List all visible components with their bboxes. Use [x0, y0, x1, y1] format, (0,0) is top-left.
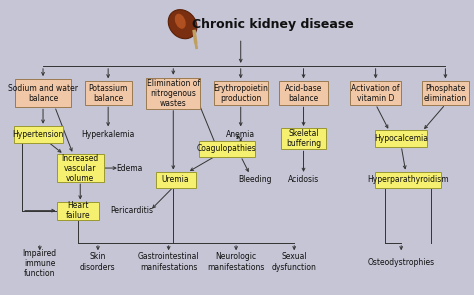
Ellipse shape [168, 10, 197, 39]
Text: Edema: Edema [116, 163, 142, 173]
Text: Hypocalcemia: Hypocalcemia [374, 134, 428, 143]
FancyBboxPatch shape [375, 130, 427, 147]
Text: Acidosis: Acidosis [288, 175, 319, 184]
Text: Impaired
immune
function: Impaired immune function [23, 249, 57, 278]
Text: Hyperkalemia: Hyperkalemia [82, 130, 135, 139]
Text: Activation of
vitamin D: Activation of vitamin D [351, 84, 400, 103]
FancyBboxPatch shape [279, 81, 328, 105]
FancyBboxPatch shape [57, 202, 99, 219]
FancyBboxPatch shape [214, 81, 268, 105]
FancyBboxPatch shape [15, 79, 71, 107]
FancyBboxPatch shape [155, 172, 196, 188]
Text: Skeletal
buffering: Skeletal buffering [286, 129, 321, 148]
Text: Skin
disorders: Skin disorders [80, 253, 116, 271]
Text: Sexual
dysfunction: Sexual dysfunction [272, 253, 317, 271]
FancyBboxPatch shape [85, 81, 132, 105]
Text: Sodium and water
balance: Sodium and water balance [8, 84, 78, 103]
FancyBboxPatch shape [422, 81, 469, 105]
Text: Chronic kidney disease: Chronic kidney disease [192, 18, 354, 31]
Text: Potassium
balance: Potassium balance [89, 84, 128, 103]
Text: Phosphate
elimination: Phosphate elimination [424, 84, 467, 103]
FancyBboxPatch shape [14, 126, 63, 142]
Text: Acid-base
balance: Acid-base balance [285, 84, 322, 103]
Text: Coagulopathies: Coagulopathies [197, 145, 256, 153]
Text: Osteodystrophies: Osteodystrophies [368, 258, 435, 266]
FancyBboxPatch shape [146, 78, 200, 109]
FancyBboxPatch shape [199, 141, 255, 157]
Text: Erythropoietin
production: Erythropoietin production [213, 84, 268, 103]
Text: Hypertension: Hypertension [13, 130, 64, 139]
Text: Bleeding: Bleeding [238, 175, 272, 184]
Text: Pericarditis: Pericarditis [110, 206, 153, 215]
Text: Gastrointestinal
manifestations: Gastrointestinal manifestations [138, 253, 200, 271]
Text: Heart
failure: Heart failure [65, 201, 90, 220]
Ellipse shape [175, 14, 186, 29]
FancyBboxPatch shape [57, 154, 104, 182]
Text: Uremia: Uremia [162, 175, 190, 184]
Text: Anemia: Anemia [226, 130, 255, 139]
FancyBboxPatch shape [281, 128, 326, 149]
FancyBboxPatch shape [350, 81, 401, 105]
Text: Neurologic
manifestations: Neurologic manifestations [208, 253, 265, 271]
FancyBboxPatch shape [375, 172, 441, 188]
Text: Hyperparathyroidism: Hyperparathyroidism [367, 175, 449, 184]
Text: Elimination of
nitrogenous
wastes: Elimination of nitrogenous wastes [147, 79, 200, 108]
Text: Increased
vascular
volume: Increased vascular volume [62, 153, 99, 183]
